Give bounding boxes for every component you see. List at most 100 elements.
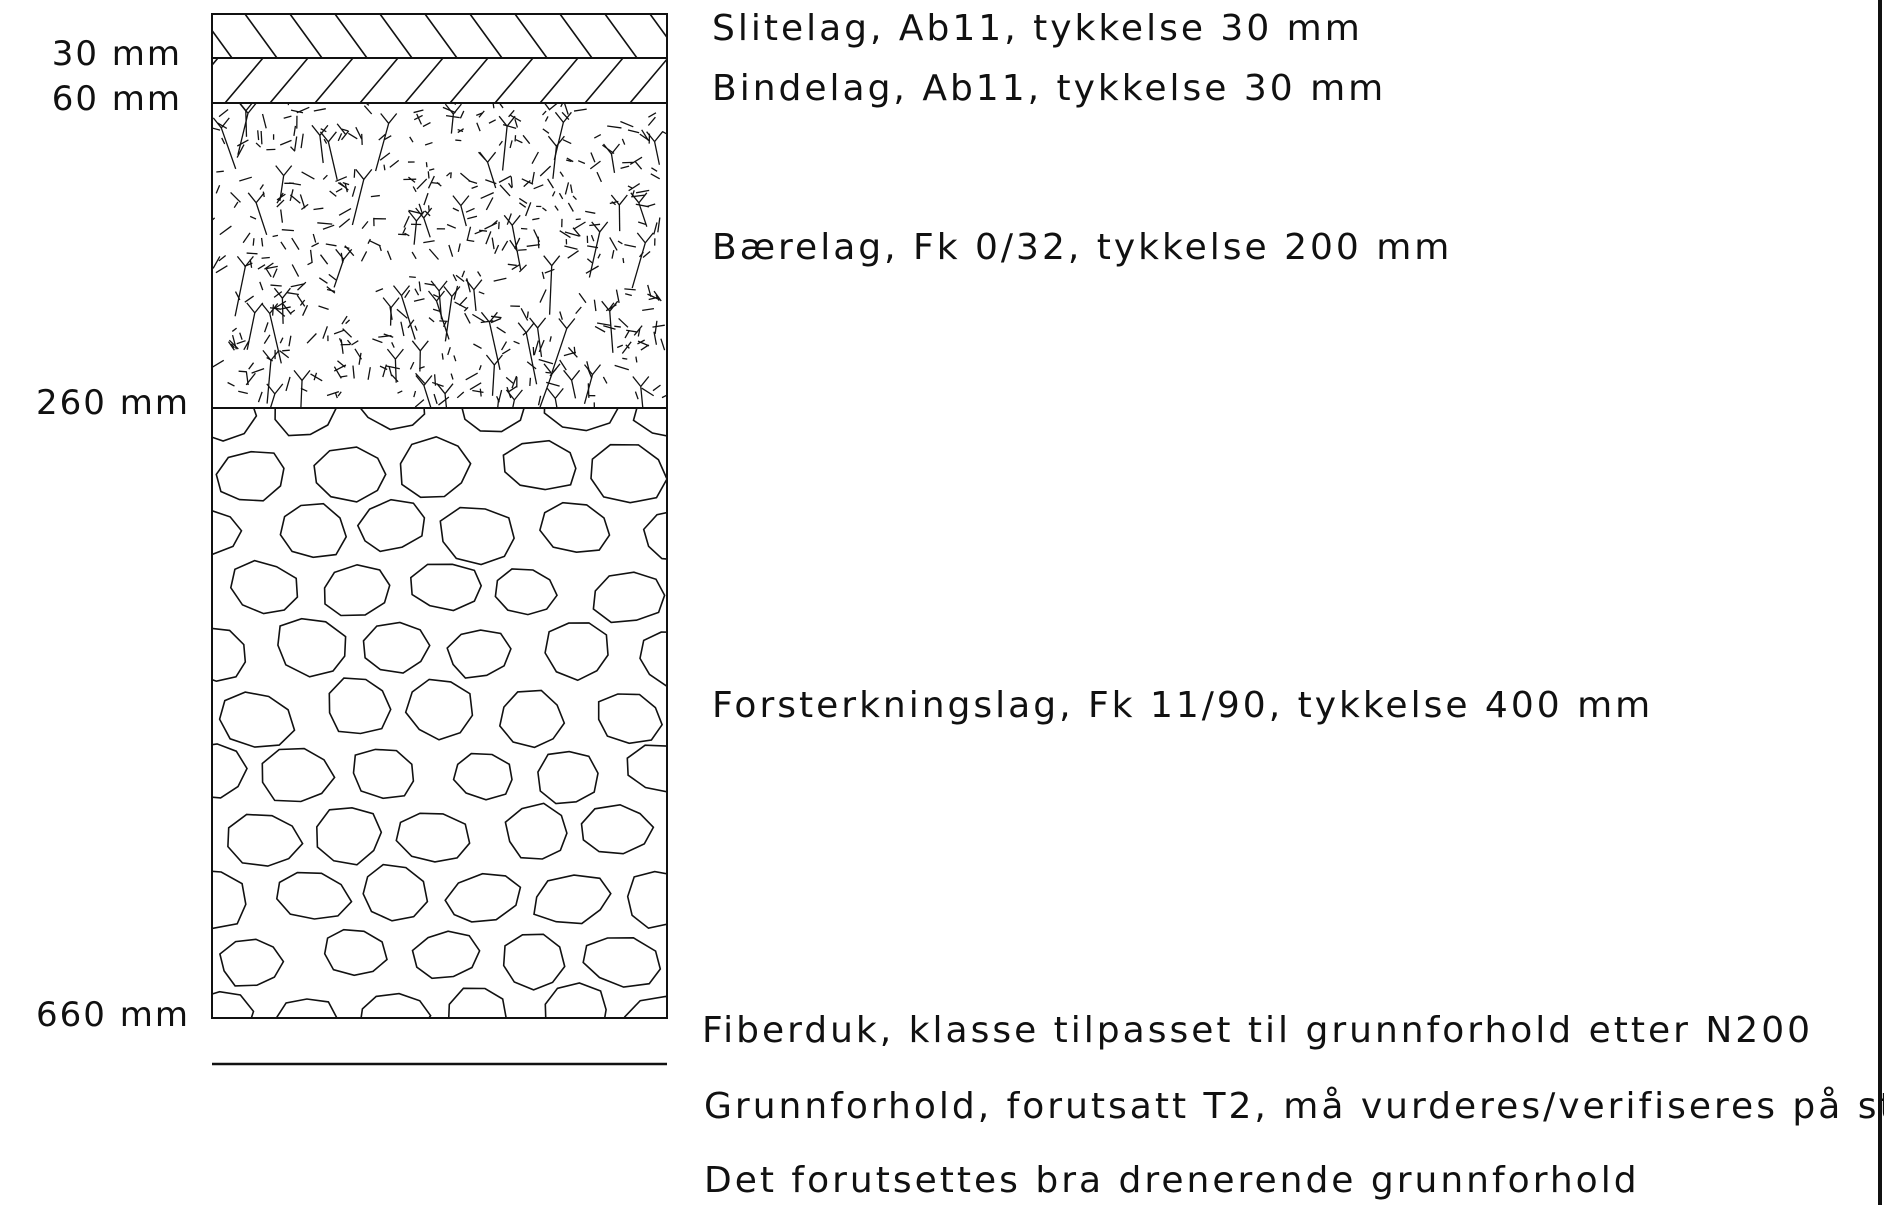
gravel-mark [333,329,345,335]
cobble-stone [676,941,743,988]
hatch-line [494,57,534,103]
gravel-mark [486,162,497,189]
cobble-stone [409,563,483,612]
gravel-mark [353,169,356,178]
gravel-mark [509,114,522,122]
gravel-mark [609,311,614,353]
cobble-stone [623,995,667,1018]
gravel-mark [239,332,243,340]
gravel-mark [411,340,421,352]
gravel-mark [326,286,336,294]
gravel-mark [471,185,478,189]
gravel-mark [300,380,303,408]
gravel-mark [327,131,337,143]
gravel-mark [611,249,615,259]
cobble-stone [626,744,667,793]
gravel-mark [312,233,317,243]
gravel-mark [661,394,667,399]
gravel-mark [379,365,388,371]
gravel-mark [363,168,373,180]
hatch-line [584,57,624,103]
hatch-line [604,14,638,59]
gravel-mark [322,326,328,339]
cobble-stone [277,617,347,678]
gravel-mark [361,220,369,230]
gravel-mark [539,165,552,177]
gravel-mark [342,181,350,186]
gravel-mark [415,210,426,222]
gravel-mark [610,143,621,155]
gravel-mark [345,319,351,325]
gravel-mark [404,289,411,299]
gravel-mark [547,178,554,189]
gravel-mark [450,373,454,380]
gravel-mark [272,268,278,278]
gravel-mark [301,171,315,180]
gravel-mark [367,238,371,244]
gravel-mark [407,210,417,222]
gravel-mark [620,165,630,169]
gravel-mark [621,341,632,354]
gravel-mark [526,311,529,318]
gravel-mark [237,113,249,155]
gravel-mark [635,356,638,363]
gravel-mark [634,161,643,170]
gravel-mark [464,312,471,324]
gravel-mark [542,110,547,116]
gravel-mark [215,265,228,274]
gravel-mark [548,265,553,315]
gravel-mark [452,103,462,115]
gravel-mark [501,240,509,251]
gravel-mark [276,199,285,208]
gravel-mark [487,151,497,163]
gravel-mark [625,344,630,349]
gravel-mark [309,249,313,263]
gravel-mark [539,289,547,303]
gravel-mark [492,103,495,109]
gravel-mark [402,227,407,235]
gravel-mark [523,180,531,188]
gravel-mark [558,192,564,200]
cobble-stone [439,506,515,566]
gravel-mark [485,354,495,366]
gravel-mark [418,203,424,215]
gravel-mark [283,165,293,177]
gravel-mark [261,303,271,314]
gravel-mark [391,374,399,383]
gravel-mark [343,248,353,260]
gravel-mark [616,344,624,349]
gravel-mark [319,135,324,164]
cobble-stone [580,803,655,855]
gravel-mark [260,237,264,247]
gravel-mark [249,215,257,220]
gravel-mark [618,317,629,328]
cobble-stone [444,872,522,923]
gravel-mark [488,311,498,323]
gravel-mark [400,285,411,297]
gravel-mark [569,184,573,194]
cobble-stone [261,747,336,803]
gravel-mark [511,225,522,270]
gravel-mark [318,277,328,284]
gravel-mark [485,197,494,211]
gravel-mark [221,137,226,145]
hatch-line [539,57,579,103]
gravel-mark [372,338,383,344]
gravel-mark [322,174,328,180]
gravel-mark [454,301,468,310]
gravel-mark [441,353,444,360]
gravel-mark [282,303,292,315]
gravel-mark [283,115,292,119]
gravel-mark [542,207,547,212]
gravel-mark [422,122,431,128]
gravel-mark [337,133,343,142]
gravel-mark [351,340,359,346]
gravel-mark [546,387,556,399]
gravel-mark [433,393,438,404]
gravel-mark [622,357,628,360]
gravel-mark [444,103,454,115]
gravel-mark [637,328,641,337]
gravel-mark [428,168,435,171]
gravel-mark [408,176,416,183]
gravel-mark [313,108,326,112]
